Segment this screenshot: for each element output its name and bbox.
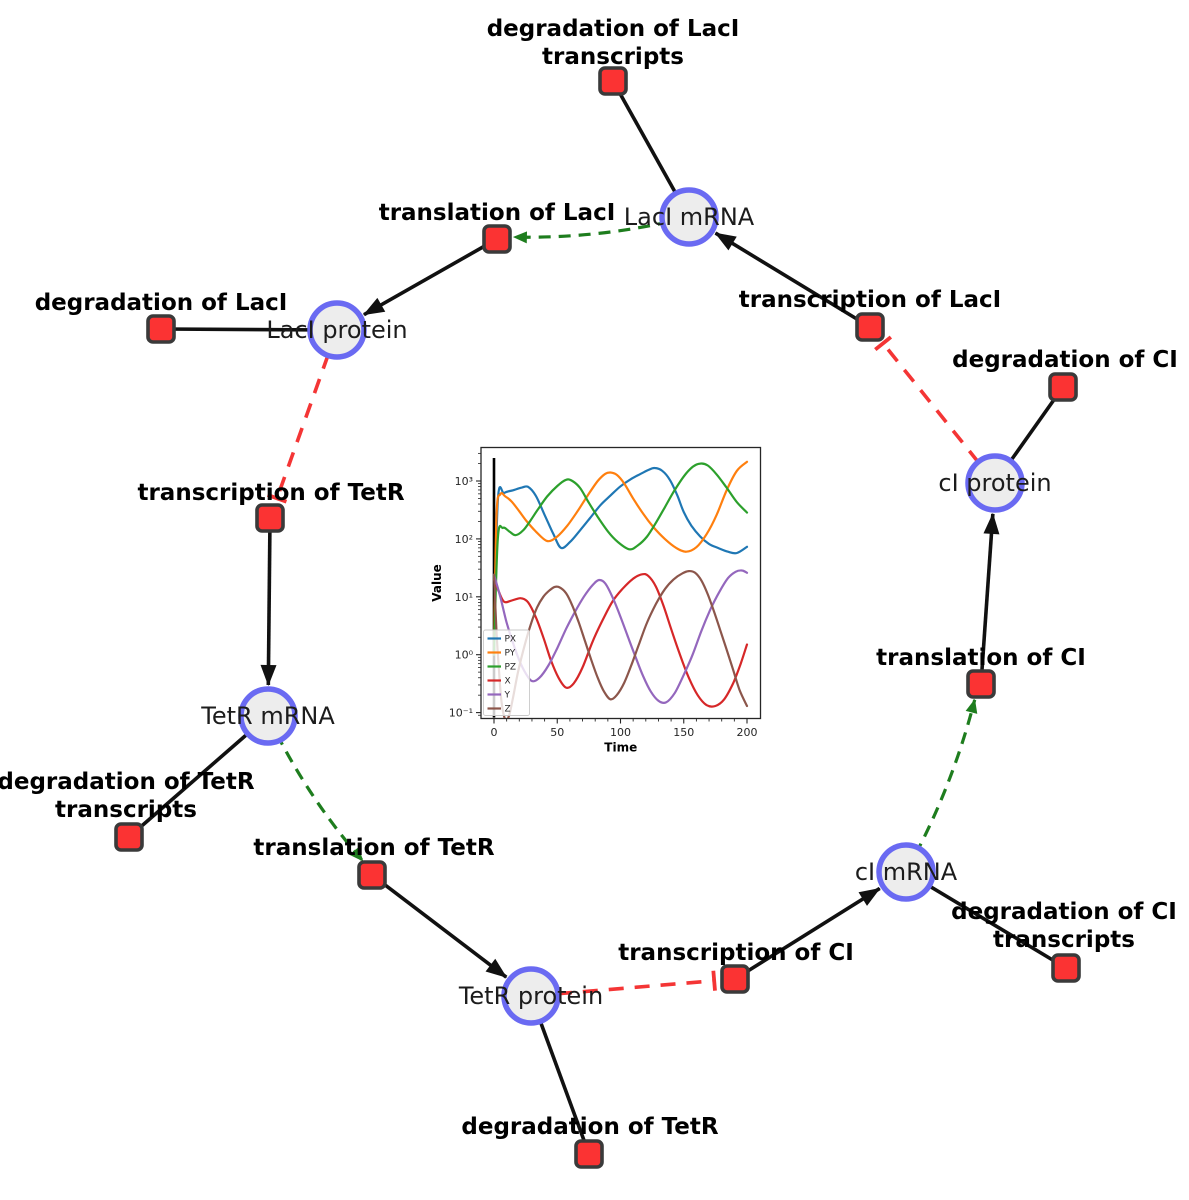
reaction-label-deg-tetr: degradation of TetR [461,1114,718,1140]
x-tick-label: 50 [550,726,564,739]
species-label-tetr-protein: TetR protein [458,982,603,1010]
y-tick-label: 10⁰ [455,649,474,662]
species-node-laci-mrna[interactable] [659,187,719,247]
edge-reactant-tetr-mrna-to-deg-tetr-tx [127,714,270,839]
legend-label-pz: PZ [505,663,517,673]
reaction-node-deg-tetr-tx[interactable] [114,822,144,852]
reaction-label-txn-ci: transcription of CI [618,940,854,966]
reaction-node-deg-ci[interactable] [1048,372,1078,402]
reaction-node-txn-tetr[interactable] [255,503,285,533]
x-tick-label: 0 [491,726,498,739]
series-line-pz [492,462,749,656]
species-node-tetr-mrna[interactable] [238,686,298,746]
y-axis-label: Value [430,564,444,602]
reaction-node-txn-laci[interactable] [855,312,885,342]
reaction-label-transl-tetr: translation of TetR [253,835,494,861]
edge-product-txn-tetr-to-tetr-mrna [260,517,277,687]
y-tick-label: 10¹ [455,591,473,604]
edge-product-transl-ci-to-ci-protein [979,512,1000,685]
edge-inhibition-ci-protein-to-txn-laci [874,335,997,485]
edge-product-txn-laci-to-laci-mrna [714,231,871,329]
species-node-ci-mrna[interactable] [876,842,936,902]
reaction-node-txn-ci[interactable] [720,964,750,994]
reaction-node-transl-tetr[interactable] [357,860,387,890]
legend-label-z: Z [505,705,511,715]
reaction-label-deg-ci: degradation of CI [952,347,1178,373]
edge-inhibition-laci-protein-to-txn-tetr [266,329,339,504]
reaction-node-deg-tetr[interactable] [574,1139,604,1169]
reaction-node-deg-ci-tx[interactable] [1051,953,1081,983]
species-label-laci-protein: LacI protein [266,316,407,344]
x-tick-label: 150 [673,726,694,739]
legend-label-y: Y [504,691,511,701]
series-line-x [492,572,749,708]
x-tick-label: 200 [737,726,758,739]
y-tick-label: 10² [455,533,473,546]
reaction-label-txn-laci: transcription of LacI [739,287,1002,313]
labels-layer: degradation of LacItranscriptstranslatio… [0,16,1178,1140]
reaction-label-transl-ci: translation of CI [876,645,1086,671]
reaction-node-transl-laci[interactable] [482,224,512,254]
y-tick-label: 10³ [455,475,473,488]
species-label-ci-mrna: cI mRNA [855,858,958,886]
legend-label-px: PX [505,635,517,645]
edge-inhibition-tetr-protein-to-txn-ci [530,970,717,998]
legend-label-py: PY [505,649,516,659]
series-line-py [492,460,749,656]
species-label-tetr-mrna: TetR mRNA [200,702,335,730]
species-label-ci-protein: cI protein [938,469,1051,497]
reaction-label-deg-ci-tx: degradation of CI [951,899,1177,925]
reaction-label-deg-tetr-tx-line2: transcripts [55,797,197,823]
reaction-node-deg-laci[interactable] [146,314,176,344]
edge-product-transl-tetr-to-tetr-protein [370,873,508,979]
species-label-laci-mrna: LacI mRNA [624,203,755,231]
edge-reactant-ci-mrna-to-deg-ci-tx [905,870,1067,970]
chart-legend: PX PY PZ XYZ [483,629,530,716]
series-line-px [492,466,749,656]
reaction-label-deg-laci: degradation of LacI [35,290,288,316]
x-tick-label: 100 [610,726,631,739]
inset-chart: 0 50 100 150 20010³10²10¹10⁰10⁻¹TimeValuePXP… [430,446,762,755]
reaction-label-deg-tetr-tx: degradation of TetR [0,769,255,795]
legend-label-x: X [505,677,511,687]
reaction-label-deg-laci-tx-line2: transcripts [542,44,684,70]
reaction-label-deg-ci-tx-line2: transcripts [993,927,1135,953]
species-node-laci-protein[interactable] [307,300,367,360]
edge-product-transl-laci-to-laci-protein [363,237,498,317]
reaction-label-transl-laci: translation of LacI [379,200,616,226]
reaction-label-txn-tetr: transcription of TetR [137,480,404,506]
y-tick-label: 10⁻¹ [449,707,473,720]
reaction-node-transl-ci[interactable] [966,669,996,699]
x-axis-label: Time [604,741,637,755]
nodes-layer [114,66,1081,1169]
reaction-node-deg-laci-tx[interactable] [598,66,628,96]
species-node-ci-protein[interactable] [965,453,1025,513]
edge-product-txn-ci-to-ci-mrna [734,886,881,981]
reaction-label-deg-laci-tx: degradation of LacI [487,16,740,42]
species-node-tetr-protein[interactable] [501,966,561,1026]
